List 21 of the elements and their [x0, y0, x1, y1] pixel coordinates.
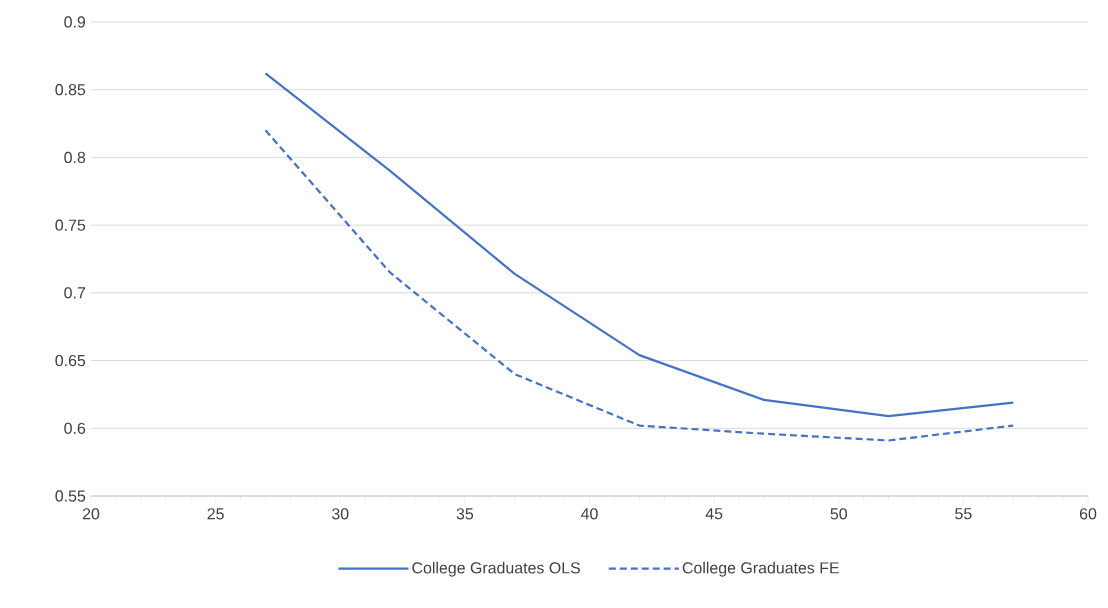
y-tick-label: 0.7: [64, 287, 86, 299]
y-tick-label: 0.9: [64, 16, 86, 28]
x-tick-label: 45: [705, 508, 723, 520]
line-series: [264, 72, 1015, 418]
y-tick-label: 0.55: [55, 490, 86, 502]
y-tick-label: 0.85: [55, 84, 86, 96]
y-tick-label: 0.65: [55, 354, 86, 367]
y-tick-label: 0.75: [55, 219, 86, 231]
y-tick-label: 0.8: [64, 151, 86, 164]
x-tick-label: 35: [456, 508, 474, 520]
x-tick-label: 40: [581, 508, 598, 520]
y-tick-label: 0.6: [64, 422, 86, 434]
line-series: [264, 129, 1015, 442]
x-tick-label: 20: [82, 508, 100, 520]
x-tick-label: 55: [955, 508, 972, 520]
x-tick-label: 30: [332, 508, 349, 520]
x-tick-label: 50: [830, 508, 847, 520]
legend-label: College Graduates OLS: [412, 561, 581, 577]
legend-label: College Graduates FE: [682, 561, 839, 577]
x-tick-label: 25: [207, 508, 224, 520]
x-tick-label: 60: [1079, 508, 1097, 520]
